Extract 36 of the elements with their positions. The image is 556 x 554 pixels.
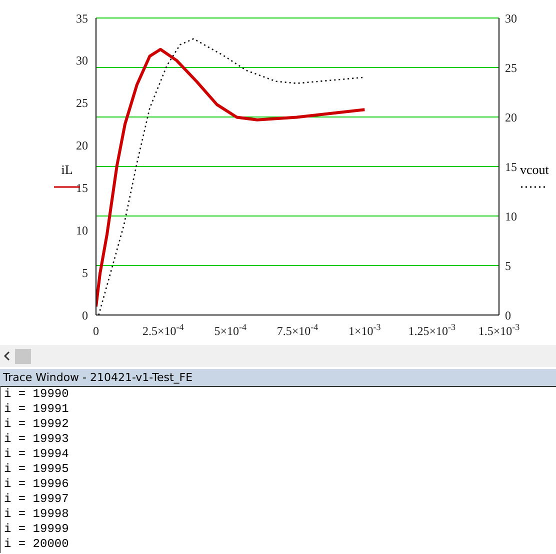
y-tick-label: 25 xyxy=(76,96,88,110)
x-tick-label: 1×10$^{-3}$ xyxy=(348,322,382,338)
text: i = 20000 xyxy=(4,537,70,552)
y2-tick-label: 0 xyxy=(505,308,511,322)
y2-tick-label: 15 xyxy=(505,160,517,174)
text: i = 19993 xyxy=(4,432,70,447)
y-tick-label: 20 xyxy=(76,138,88,153)
x-tick-label: 2.5×10$^{-4}$ xyxy=(142,322,184,338)
y-tick-label: 30 xyxy=(76,54,88,68)
x-tick-label: 1.5×10$^{-3}$ xyxy=(478,322,520,338)
text: i = 19994 xyxy=(4,447,70,462)
y2-axis-title: vcout xyxy=(520,162,549,178)
y-axis-title: iL xyxy=(60,162,74,178)
text: i = 19999 xyxy=(4,522,70,537)
y2-tick-label: 10 xyxy=(505,209,517,224)
x-tick-label: 5×10$^{-4}$ xyxy=(214,322,247,338)
x-tick-label: 1.25×10$^{-3}$ xyxy=(408,322,456,338)
text: i = 19990 xyxy=(4,387,70,402)
y2-tick-label: 25 xyxy=(505,60,517,75)
y2-tick-label: 30 xyxy=(505,11,517,26)
y-tick-label: 10 xyxy=(76,223,88,238)
text: i = 19995 xyxy=(4,462,70,477)
text: i = 19992 xyxy=(4,417,70,432)
y2-tick-label: 5 xyxy=(505,258,511,273)
x-tick-label: 0 xyxy=(93,324,99,338)
y-tick-label: 5 xyxy=(82,266,88,280)
text: i = 19996 xyxy=(4,477,70,492)
y-tick-label: 15 xyxy=(76,180,88,195)
text: i = 19998 xyxy=(4,507,70,522)
y-tick-label: 35 xyxy=(76,11,88,26)
text: Trace Window - 210421-v1-Test_FE xyxy=(0,369,556,386)
y2-tick-label: 20 xyxy=(505,110,517,124)
text: i = 19997 xyxy=(4,492,70,507)
x-tick-label: 7.5×10$^{-4}$ xyxy=(276,322,319,338)
text: i = 19991 xyxy=(4,402,70,417)
y-tick-label: 0 xyxy=(82,308,88,322)
